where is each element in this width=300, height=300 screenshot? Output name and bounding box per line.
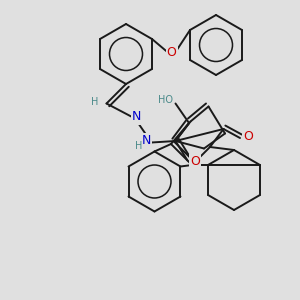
Text: H: H [135,141,142,151]
Text: N: N [132,110,141,124]
Text: N: N [141,134,151,147]
Text: O: O [167,46,176,59]
Text: O: O [244,130,253,143]
Text: H: H [92,97,99,107]
Text: O: O [190,155,200,169]
Text: HO: HO [158,95,173,105]
